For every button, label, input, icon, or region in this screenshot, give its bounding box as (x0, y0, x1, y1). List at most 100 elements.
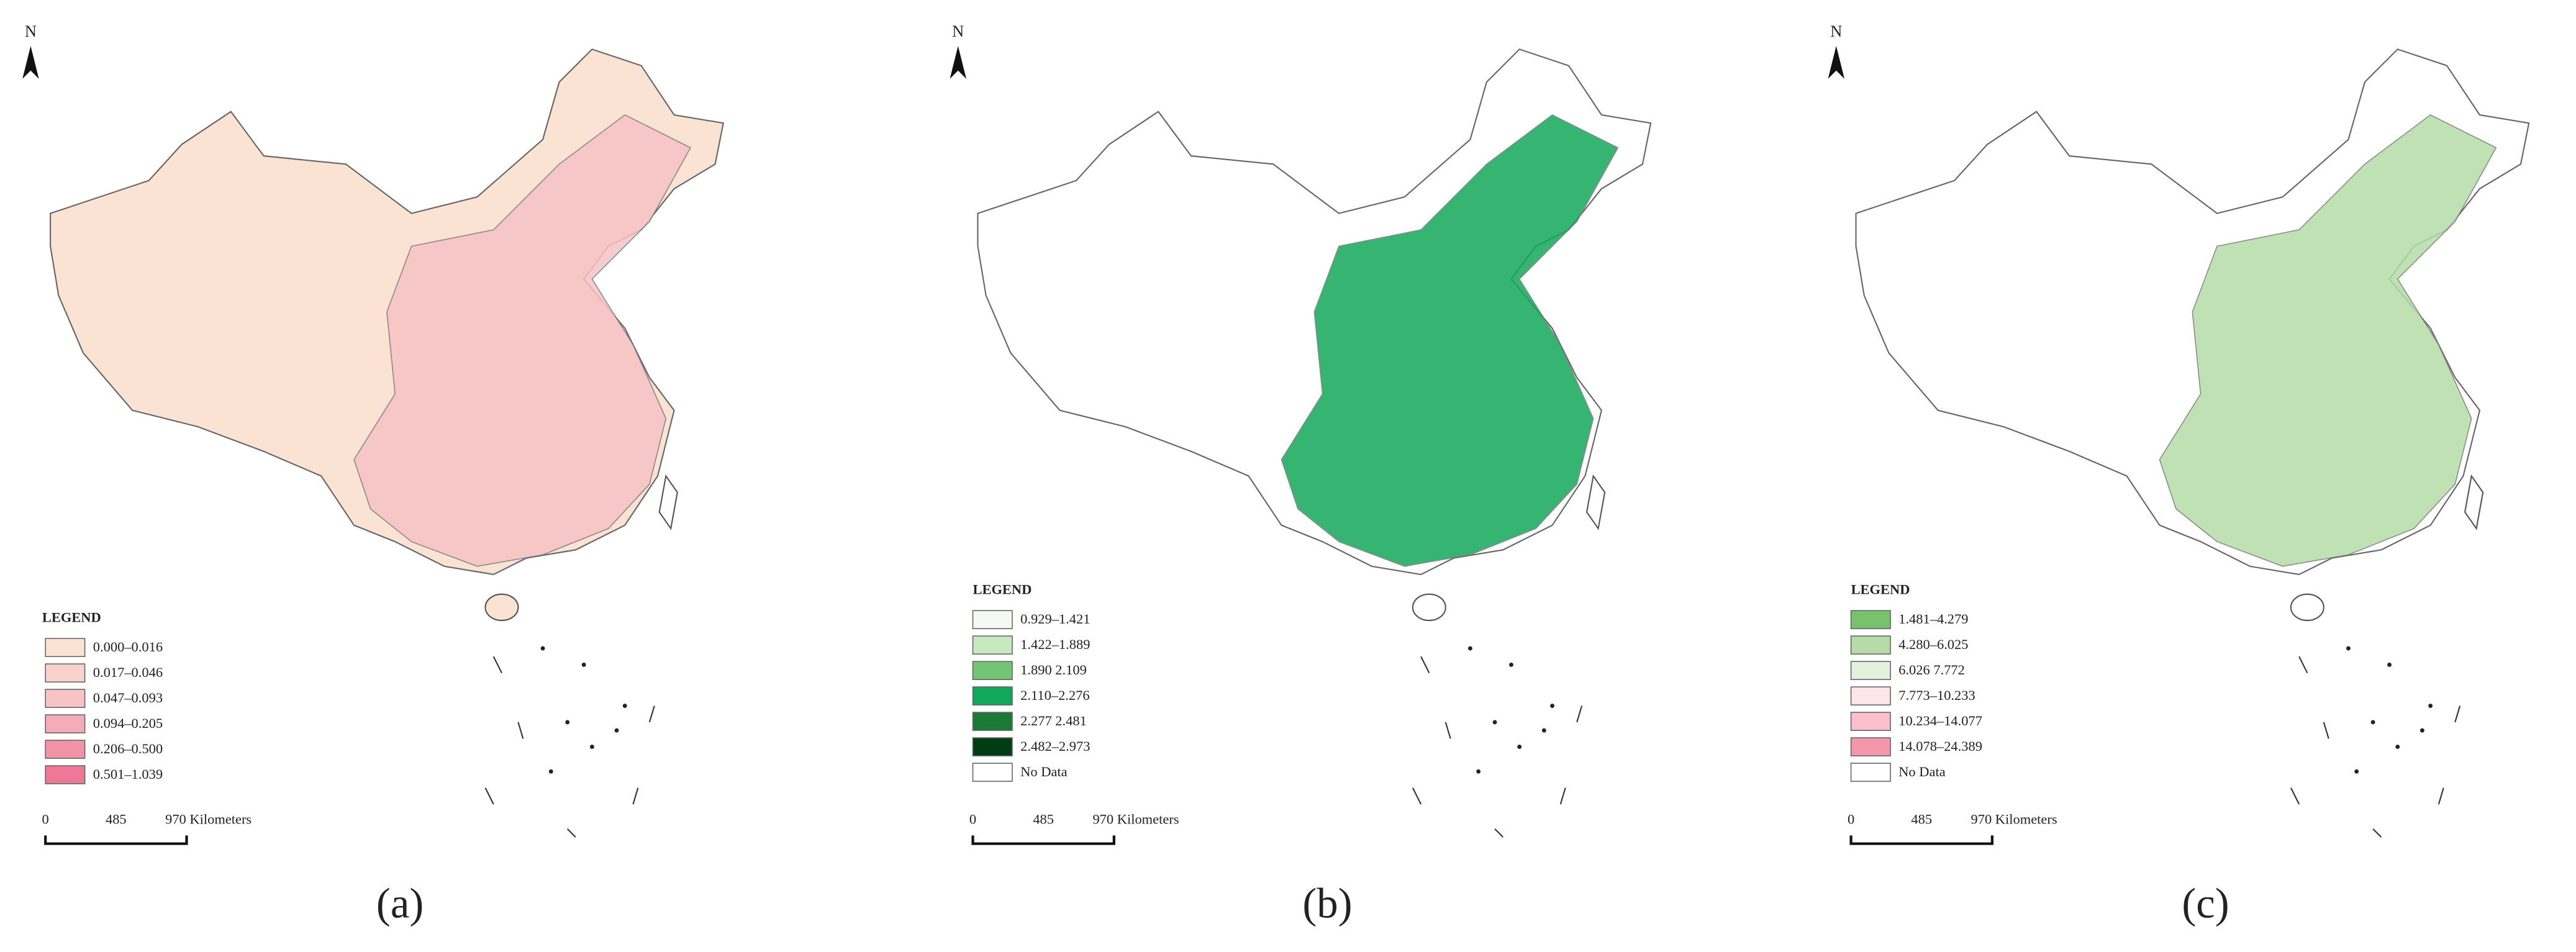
north-label: N (1830, 22, 1842, 40)
panel-label: (a) (376, 879, 424, 927)
legend-swatch (1850, 661, 1891, 681)
north-arrow (1828, 46, 1845, 79)
panel-label: (b) (1302, 879, 1352, 927)
legend-swatch (972, 610, 1013, 630)
scale-label: 970 Kilometers (1092, 812, 1179, 827)
north-arrow (22, 46, 39, 79)
legend-label: 0.929–1.421 (1020, 611, 1090, 627)
legend-swatch (972, 686, 1013, 706)
legend-label: 1.890 2.109 (1020, 662, 1087, 678)
hainan-island (2290, 593, 2324, 622)
legend-swatch (1850, 737, 1891, 756)
legend-label: 1.422–1.889 (1020, 637, 1090, 652)
legend-swatch (45, 714, 86, 733)
legend-label: 2.482–2.973 (1020, 738, 1090, 754)
scale-bar (971, 835, 1115, 845)
scale-label: 485 (1033, 812, 1054, 827)
legend-swatch (972, 763, 1013, 782)
island-dot (548, 769, 553, 774)
legend-label: No Data (1898, 764, 1945, 779)
island-dot (1550, 704, 1554, 708)
island-dot (589, 745, 594, 750)
map-panel: N LEGEND 1.481–4.279 4.280–6.025 6.026 7.772… (1828, 22, 2530, 927)
legend-title: LEGEND (1851, 582, 1910, 597)
legend-label: 10.234–14.077 (1898, 713, 1982, 728)
island-dot (2370, 720, 2375, 725)
hainan-island (484, 593, 519, 622)
island-dot (2346, 646, 2351, 651)
legend-label: 0.094–0.205 (93, 715, 163, 731)
island-dot (581, 663, 586, 667)
legend-swatch (45, 689, 86, 708)
legend-swatch (45, 638, 86, 658)
region-shading (2159, 114, 2497, 567)
scale-label: 0 (969, 812, 976, 827)
scale-label: 485 (1911, 812, 1932, 827)
scale-label: 970 Kilometers (165, 812, 252, 827)
legend-label: 0.206–0.500 (93, 741, 163, 756)
island-dot (2354, 769, 2359, 774)
legend-label: 4.280–6.025 (1898, 637, 1968, 652)
legend-label: 14.078–24.389 (1898, 738, 1982, 754)
sea-boundary (484, 656, 655, 838)
island-dot (1541, 728, 1546, 733)
legend-swatch (45, 663, 86, 683)
legend-label: 2.277 2.481 (1020, 713, 1087, 728)
north-label: N (952, 22, 964, 40)
legend-label: 7.773–10.233 (1898, 687, 1975, 703)
legend-swatch (972, 661, 1013, 681)
map-panel: N LEGEND 0.000–0.016 0.017–0.046 0.047–0.093… (22, 22, 725, 927)
scale-bar (1849, 835, 1994, 845)
island-dot (2395, 745, 2400, 750)
legend-label: 2.110–2.276 (1020, 687, 1089, 703)
island-dot (1467, 646, 1472, 651)
legend-swatch (972, 712, 1013, 731)
legend-swatch (45, 765, 86, 784)
island-dot (1492, 720, 1497, 725)
island-dot (1517, 745, 1522, 750)
island-dot (1476, 769, 1481, 774)
scale-label: 0 (1848, 812, 1854, 827)
legend-swatch (45, 740, 86, 759)
hainan-island (1412, 593, 1446, 622)
panel-label: (c) (2182, 879, 2229, 927)
region-shading (1281, 114, 1619, 567)
island-dot (614, 728, 619, 733)
legend-swatch (1850, 610, 1891, 630)
legend-label: 0.501–1.039 (93, 766, 163, 782)
island-dot (565, 720, 570, 725)
legend-label: 6.026 7.772 (1898, 662, 1965, 678)
legend-label: 1.481–4.279 (1898, 611, 1968, 627)
legend-swatch (972, 737, 1013, 756)
sea-boundary (1412, 656, 1583, 838)
scale-label: 0 (42, 812, 49, 827)
taiwan-island (658, 474, 678, 530)
island-dot (1509, 663, 1513, 667)
map-panel: N LEGEND 0.929–1.421 1.422–1.889 1.890 2.109… (950, 22, 1652, 927)
legend-swatch (972, 635, 1013, 655)
legend-swatch (1850, 635, 1891, 655)
taiwan-island (2464, 474, 2484, 530)
island-dot (622, 704, 627, 708)
scale-bar (44, 835, 188, 845)
north-label: N (25, 22, 37, 40)
region-shading (353, 114, 692, 567)
island-dot (2428, 704, 2433, 708)
legend-swatch (1850, 763, 1891, 782)
legend-swatch (1850, 686, 1891, 706)
legend-title: LEGEND (42, 610, 101, 625)
scale-label: 970 Kilometers (1971, 812, 2057, 827)
island-dot (2387, 663, 2392, 667)
island-dot (540, 646, 545, 651)
legend-label: No Data (1020, 764, 1067, 779)
legend-swatch (1850, 712, 1891, 731)
legend-label: 0.000–0.016 (93, 639, 163, 655)
scale-label: 485 (106, 812, 127, 827)
taiwan-island (1585, 474, 1606, 530)
legend-label: 0.017–0.046 (93, 664, 163, 680)
sea-boundary (2290, 656, 2461, 838)
legend-title: LEGEND (973, 582, 1032, 597)
legend-label: 0.047–0.093 (93, 690, 163, 705)
